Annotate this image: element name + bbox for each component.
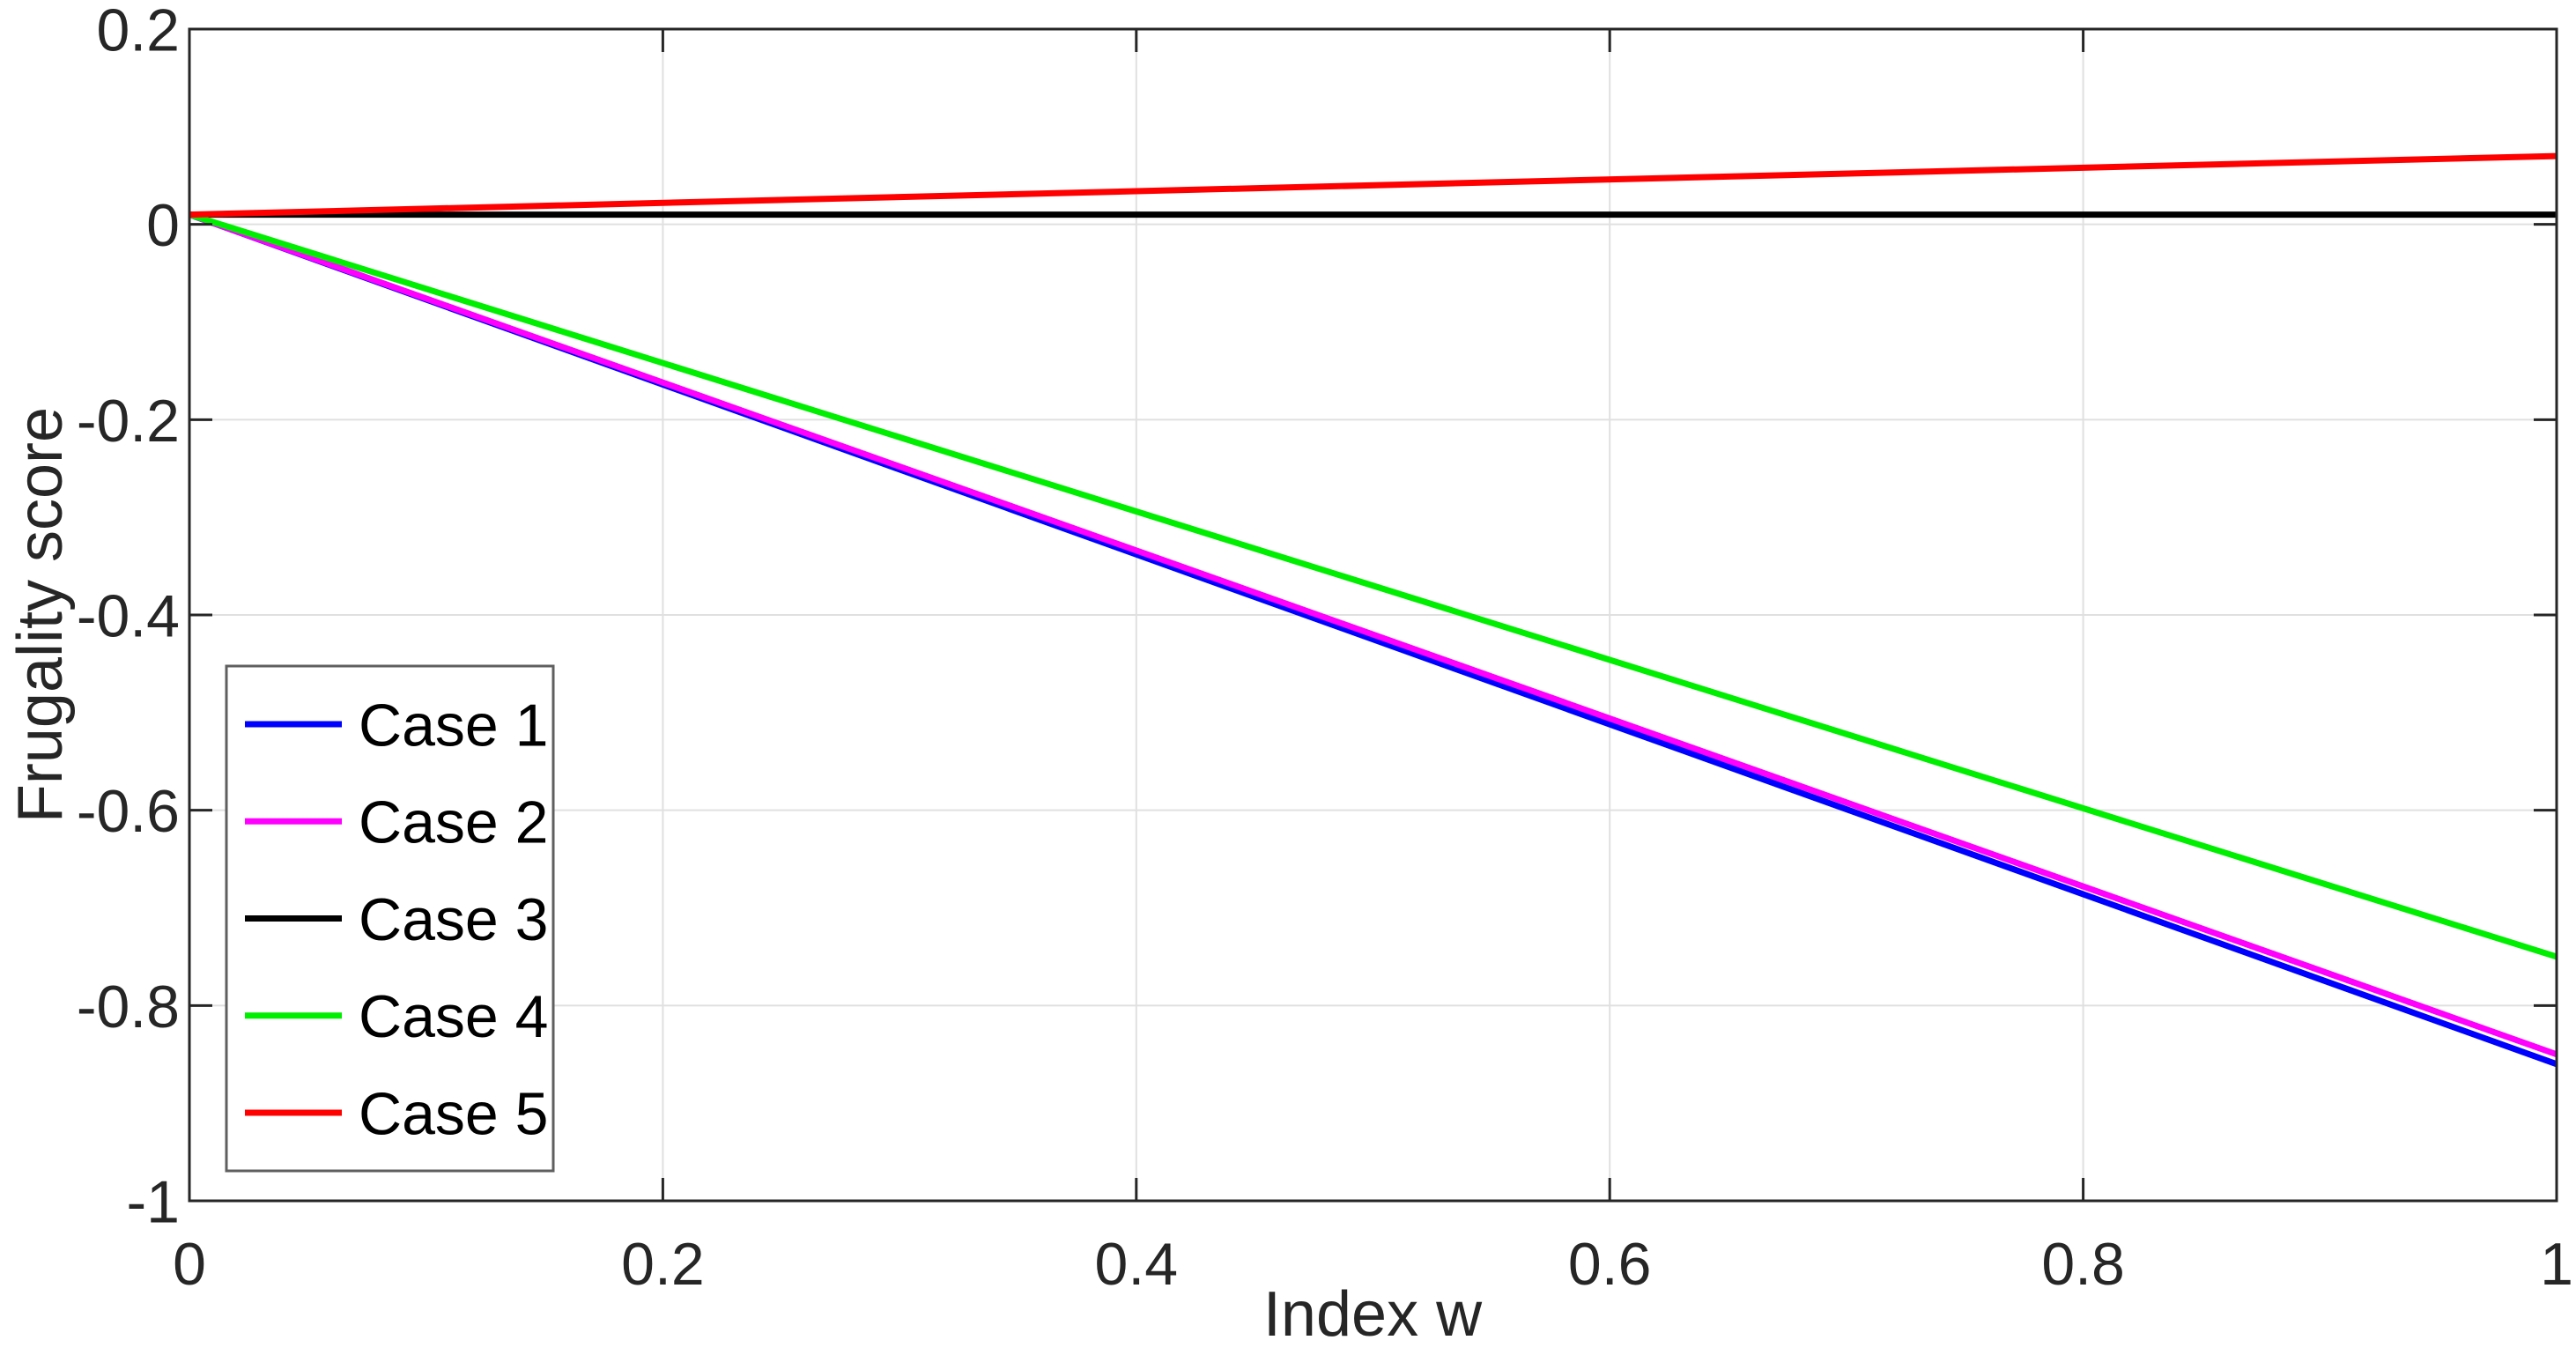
x-axis-label: Index w	[1262, 1279, 1483, 1350]
legend-label-case-2: Case 2	[359, 789, 548, 856]
series-layer	[188, 152, 2558, 1068]
y-axis-label: Frugality score	[5, 406, 76, 824]
axis-layer	[188, 27, 2558, 1203]
legend-label-case-3: Case 3	[359, 886, 548, 953]
x-tick-label: 0.8	[2041, 1231, 2125, 1298]
x-tick-label: 0	[173, 1231, 206, 1298]
y-tick-label: -0.6	[77, 778, 180, 845]
y-tick-label: -0.2	[77, 388, 180, 455]
y-tick-label: -1	[127, 1168, 180, 1235]
legend-label-case-4: Case 4	[359, 983, 548, 1050]
series-line-case-2	[188, 211, 2558, 1058]
tick-label-layer: 0 0.2 0.4 0.6 0.8 1 0.2 0 -0.2 -0.4 -0.6 -0.8 -1	[77, 0, 2573, 1298]
x-tick-label: 0.4	[1095, 1231, 1179, 1298]
x-tick-label: 0.6	[1568, 1231, 1652, 1298]
x-tick-label: 1	[2540, 1231, 2573, 1298]
y-tick-label: -0.4	[77, 582, 180, 649]
legend-label-case-5: Case 5	[359, 1080, 548, 1147]
x-tick-label: 0.2	[621, 1231, 705, 1298]
y-tick-label: -0.8	[77, 974, 180, 1040]
legend: Case 1 Case 2 Case 3 Case 4 Case 5	[225, 664, 555, 1173]
y-tick-label: 0.2	[96, 0, 180, 63]
series-line-case-5	[189, 152, 2557, 218]
series-line-case-4	[188, 211, 2558, 960]
y-tick-label: 0	[146, 192, 180, 259]
legend-label-case-1: Case 1	[359, 692, 548, 759]
grid-layer	[189, 29, 2557, 1201]
